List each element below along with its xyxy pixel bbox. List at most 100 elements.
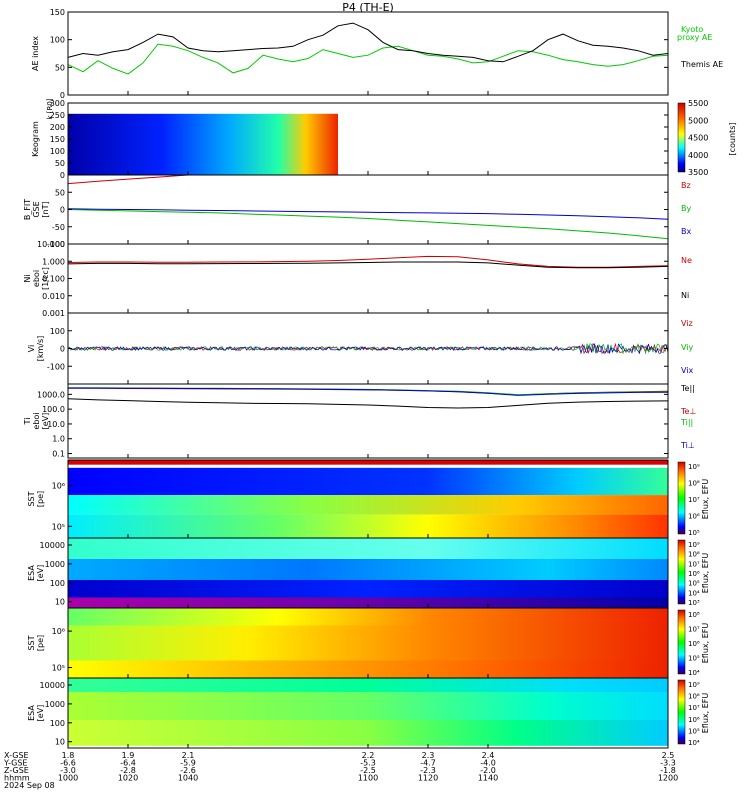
n-series-1 bbox=[67, 261, 669, 269]
ytick-label: 250 bbox=[50, 111, 65, 120]
n-series-0 bbox=[67, 255, 669, 268]
xtick-label: -5.3 bbox=[360, 759, 376, 768]
panel-ylabel-5-0: Ti bbox=[23, 418, 32, 426]
xtick-label: 1040 bbox=[178, 774, 198, 783]
spectrogram-band bbox=[68, 678, 668, 692]
legend-vix: Vix bbox=[681, 366, 694, 375]
colorbar-tick: 3500 bbox=[688, 168, 708, 177]
panel-ylabel-3-1: eboi bbox=[32, 270, 41, 287]
x-axis: 1.8-6.6-3.010001.9-6.4-2.810202.1-5.9-2.… bbox=[3, 751, 678, 790]
ae-series-0 bbox=[67, 43, 669, 75]
xtick-label: -2.6 bbox=[180, 766, 196, 775]
xtick-label: -2.8 bbox=[120, 766, 136, 775]
colorbar-tick: 10⁴ bbox=[688, 669, 700, 677]
colorbar-tick: 10⁶ bbox=[688, 640, 700, 648]
ytick-label: 50 bbox=[55, 63, 65, 72]
t-series-3 bbox=[67, 387, 669, 396]
xaxis-row-label: Z-GSE bbox=[4, 766, 29, 775]
ytick-label: 0.100 bbox=[42, 275, 65, 284]
ytick-label: 100 bbox=[50, 327, 65, 336]
ytick-label: 100 bbox=[50, 147, 65, 156]
xaxis-row-label: Y-GSE bbox=[3, 759, 27, 768]
ytick-label: 10.0 bbox=[47, 420, 65, 429]
ytick-label: 150 bbox=[50, 8, 65, 17]
xtick-label: 1140 bbox=[478, 774, 498, 783]
xtick-label: -3.3 bbox=[660, 759, 676, 768]
xtick-label: -6.4 bbox=[120, 759, 136, 768]
panel-frame-0 bbox=[67, 11, 669, 96]
colorbar-label: Eflux, EFU bbox=[701, 623, 710, 664]
xtick-label: 1120 bbox=[418, 774, 438, 783]
xtick-label: 1.9 bbox=[122, 751, 135, 760]
panel-ylabel-4-0: Vi bbox=[27, 345, 36, 353]
legend-te-perp: Te⊥ bbox=[680, 407, 696, 416]
legend-ni: Ni bbox=[681, 291, 689, 300]
xaxis-row-label: 2024 Sep 08 bbox=[4, 781, 55, 790]
ytick-label: 1000.0 bbox=[37, 390, 65, 399]
colorbar-tick: 10⁷ bbox=[688, 704, 700, 712]
panel-ylabel-3-0: Ni bbox=[23, 274, 32, 282]
spectrogram-band bbox=[68, 580, 668, 598]
legend-te-par: Te|| bbox=[680, 384, 695, 393]
ytick-label: 100.0 bbox=[42, 405, 65, 414]
ytick-label: 10⁵ bbox=[52, 664, 65, 673]
ytick-label: 100 bbox=[50, 579, 65, 588]
spectrogram-band bbox=[68, 625, 668, 661]
ytick-label: 0.001 bbox=[42, 309, 65, 318]
t-series-0 bbox=[67, 398, 669, 409]
ytick-label: 0 bbox=[60, 345, 65, 354]
ytick-label: 1.0 bbox=[52, 435, 65, 444]
ytick-label: 10⁶ bbox=[52, 482, 65, 491]
xtick-label: -4.7 bbox=[420, 759, 436, 768]
ytick-label: 300 bbox=[50, 99, 65, 108]
plot-title: P4 (TH-E) bbox=[342, 1, 394, 14]
spectrogram-band bbox=[68, 495, 668, 515]
legend-ti-perp: Ti⊥ bbox=[680, 441, 695, 450]
ytick-label: 10 bbox=[55, 738, 65, 747]
legend-bx: Bx bbox=[681, 227, 691, 236]
spectrogram-band bbox=[68, 597, 668, 608]
colorbar-tick: 10³ bbox=[688, 599, 700, 607]
ytick-label: 100 bbox=[50, 719, 65, 728]
ytick-label: 150 bbox=[50, 135, 65, 144]
colorbar-tick: 10⁴ bbox=[688, 589, 700, 597]
panel-ylabel-6-1: [pe] bbox=[36, 491, 45, 507]
spectrogram-band bbox=[68, 538, 668, 559]
xtick-label: -2.0 bbox=[480, 766, 496, 775]
xtick-label: 2.1 bbox=[182, 751, 195, 760]
xaxis-row-label: X-GSE bbox=[4, 751, 29, 760]
colorbar-tick: 5000 bbox=[688, 116, 708, 125]
colorbar-tick: 10⁹ bbox=[688, 463, 700, 471]
colorbar-tick: 10⁹ bbox=[688, 681, 700, 689]
xtick-label: -5.9 bbox=[180, 759, 196, 768]
ytick-label: 0 bbox=[60, 91, 65, 100]
colorbar-tick: 10⁶ bbox=[688, 716, 700, 724]
ytick-label: -100 bbox=[47, 362, 65, 371]
xtick-label: 1020 bbox=[118, 774, 138, 783]
ytick-label: 1.000 bbox=[42, 257, 65, 266]
legend-bz: Bz bbox=[681, 181, 691, 190]
colorbar-tick: 10⁵ bbox=[688, 529, 700, 537]
panel-ylabel-5-2: [eV] bbox=[41, 413, 50, 430]
spectro-colorbar bbox=[677, 539, 686, 605]
ae-series-1 bbox=[67, 22, 669, 63]
spectrogram-band bbox=[68, 467, 668, 496]
keogram-ylabel2: k [R0] bbox=[46, 98, 54, 119]
b-series-2 bbox=[67, 208, 669, 220]
ytick-label: 0.1 bbox=[52, 450, 65, 459]
xaxis-row-label: hhmm bbox=[4, 774, 30, 783]
panel-ylabel-6-0: SST bbox=[27, 491, 36, 506]
panel-ylabel-1-0: Keogram bbox=[31, 121, 40, 157]
colorbar-tick: 10⁶ bbox=[688, 570, 700, 578]
panel-ylabel-2-2: [nT] bbox=[41, 201, 50, 217]
ytick-label: -50 bbox=[52, 223, 65, 232]
ytick-label: 10⁵ bbox=[52, 522, 65, 531]
spectrogram-band bbox=[68, 660, 668, 678]
xtick-label: -2.3 bbox=[420, 766, 436, 775]
v-series-2 bbox=[67, 343, 669, 355]
legend-viz: Viz bbox=[681, 319, 693, 328]
spectro-colorbar bbox=[677, 461, 686, 535]
colorbar-tick: 10⁸ bbox=[688, 551, 700, 559]
